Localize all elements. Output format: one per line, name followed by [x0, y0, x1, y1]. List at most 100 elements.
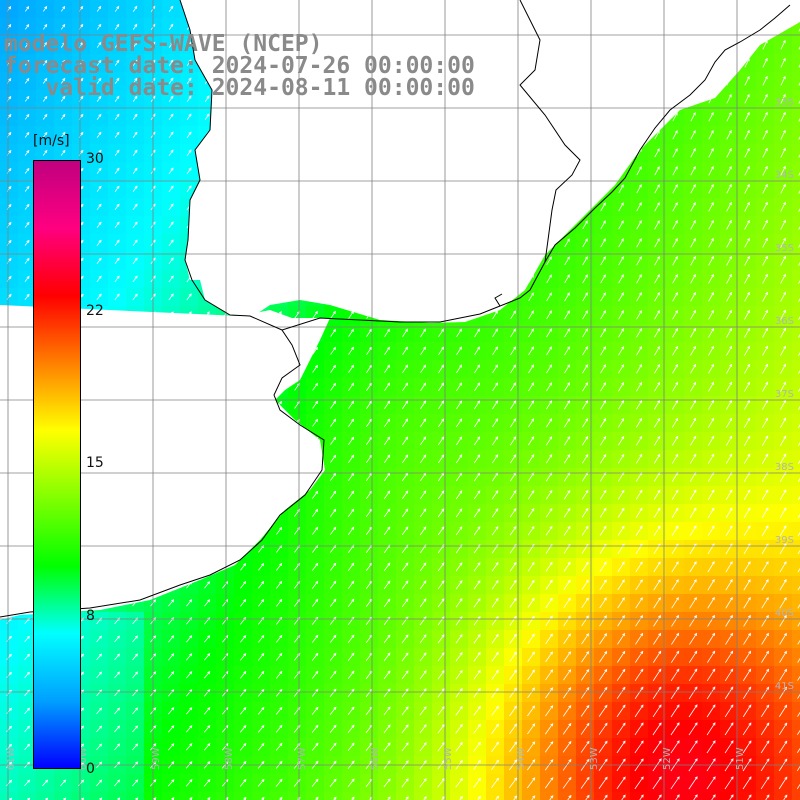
- wind-arrow: [132, 185, 138, 193]
- wind-cell: [612, 792, 631, 800]
- wind-cell: [72, 792, 91, 800]
- wind-cell: [792, 558, 800, 577]
- wind-cell: [792, 360, 800, 379]
- wind-arrow: [690, 112, 696, 122]
- wind-cell: [234, 792, 253, 800]
- latitude-label: 35S: [775, 243, 794, 254]
- wind-arrow: [42, 41, 48, 48]
- wind-arrow: [186, 95, 192, 103]
- colorbar-tick: 15: [86, 455, 104, 471]
- wind-arrow: [672, 166, 678, 176]
- wind-arrow: [25, 23, 30, 30]
- wind-cell: [792, 702, 800, 721]
- wind-arrow: [654, 184, 660, 194]
- wind-arrow: [24, 113, 30, 120]
- wind-arrow: [60, 41, 66, 48]
- wind-cell: [792, 378, 800, 397]
- latitude-label: 40S: [775, 608, 794, 619]
- wind-cell: [792, 324, 800, 343]
- wind-cell: [792, 180, 800, 199]
- wind-arrow: [708, 165, 714, 176]
- wind-arrow: [672, 184, 678, 194]
- wind-cell: [792, 234, 800, 253]
- wind-cell: [576, 792, 595, 800]
- wind-arrow: [96, 167, 102, 174]
- wind-cell: [540, 792, 559, 800]
- wind-arrow: [96, 5, 102, 12]
- wind-arrow: [762, 165, 768, 176]
- wind-arrow: [726, 183, 732, 194]
- wind-arrow: [60, 113, 66, 120]
- wind-cell: [792, 684, 800, 703]
- wind-cell: [306, 792, 325, 800]
- wind-arrow: [708, 183, 714, 194]
- wind-cell: [522, 792, 541, 800]
- wind-arrow: [132, 5, 138, 12]
- wind-arrow: [726, 111, 732, 122]
- wind-arrow: [744, 165, 750, 176]
- wind-cell: [792, 396, 800, 415]
- wind-arrow: [636, 184, 642, 194]
- wind-arrow: [114, 131, 120, 138]
- wind-cell: [792, 576, 800, 595]
- wind-cell: [0, 792, 19, 800]
- wind-cell: [180, 792, 199, 800]
- wind-arrow: [43, 5, 48, 12]
- wind-cell: [396, 792, 415, 800]
- wind-arrow: [132, 167, 138, 174]
- latitude-label: 34S: [775, 170, 794, 181]
- wind-cell: [720, 792, 739, 800]
- longitude-label: 54W: [516, 747, 527, 770]
- wind-arrow: [114, 185, 120, 192]
- wind-cell: [108, 792, 127, 800]
- wind-cell: [792, 540, 800, 559]
- wind-arrow: [726, 93, 732, 104]
- wind-arrow: [726, 129, 732, 140]
- wind-arrow: [24, 149, 30, 156]
- valid-date: valid date: 2024-08-11 00:00:00: [4, 75, 475, 101]
- wind-arrow: [186, 167, 192, 175]
- wind-arrow: [168, 77, 174, 84]
- wind-arrow: [618, 184, 624, 194]
- wind-arrow: [780, 93, 786, 104]
- colorbar: [33, 160, 81, 769]
- wind-cell: [792, 72, 800, 91]
- wind-arrow: [744, 93, 750, 104]
- longitude-label: 58W: [224, 747, 235, 770]
- wind-cell: [792, 90, 800, 109]
- wind-arrow: [186, 149, 192, 157]
- wind-arrow: [672, 130, 678, 140]
- wind-arrow: [114, 23, 120, 30]
- wind-cell: [162, 792, 181, 800]
- wind-cell: [792, 468, 800, 487]
- wind-arrow: [132, 149, 138, 156]
- wind-cell: [378, 792, 397, 800]
- longitude-label: 55W: [443, 747, 454, 770]
- wind-arrow: [762, 129, 768, 140]
- wind-arrow: [114, 77, 120, 84]
- wind-cell: [558, 792, 577, 800]
- wind-arrow: [25, 5, 30, 12]
- wind-arrow: [204, 95, 210, 103]
- wind-arrow: [42, 77, 48, 84]
- wind-cell: [342, 792, 361, 800]
- latitude-label: 36S: [775, 316, 794, 327]
- wind-arrow: [114, 41, 120, 48]
- wind-arrow: [96, 131, 102, 138]
- wind-arrow: [60, 131, 66, 138]
- wind-arrow: [114, 59, 120, 66]
- wind-cell: [792, 792, 800, 800]
- wind-arrow: [42, 59, 48, 66]
- wind-arrow: [780, 75, 786, 86]
- wind-arrow: [96, 95, 102, 102]
- wind-arrow: [42, 113, 48, 120]
- wind-arrow: [204, 113, 210, 121]
- wind-cell: [792, 504, 800, 523]
- wind-arrow: [762, 93, 768, 104]
- wind-arrow: [24, 41, 30, 48]
- wind-arrow: [744, 75, 750, 86]
- wind-cell: [18, 792, 37, 800]
- wind-arrow: [60, 149, 66, 156]
- wind-cell: [216, 792, 235, 800]
